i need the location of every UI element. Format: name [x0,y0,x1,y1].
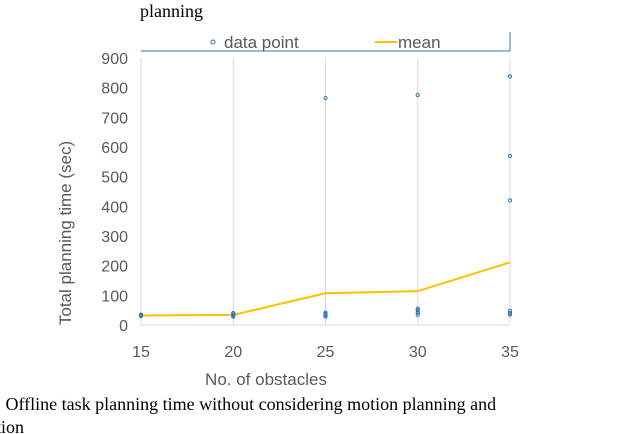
data-point-14 [415,308,420,313]
legend-data-point-label: data point [224,33,299,52]
y-tick-label-900: 900 [101,51,128,68]
data-point-18 [507,311,513,316]
mean-series [140,261,511,317]
x-tick-label-35: 35 [501,344,519,361]
data-point-6 [231,311,236,316]
x-tick-label-30: 30 [409,344,427,361]
y-tick-label-100: 100 [101,288,128,305]
legend: data point mean [141,32,511,52]
data-point-13 [415,310,420,315]
mean-line [140,261,511,317]
y-tick-label-400: 400 [101,199,128,216]
x-tick-label-20: 20 [224,344,242,361]
data-point-21 [507,153,513,158]
data-point-12 [415,312,420,317]
data-point-19 [507,308,513,313]
data-point-11 [323,95,328,101]
y-tick-label-200: 200 [101,259,128,276]
data-point-22 [507,74,513,79]
data-point-16 [415,92,420,98]
x-tick-label-25: 25 [317,344,335,361]
y-tick-label-800: 800 [101,81,128,98]
caption-top-fragment: planning [140,1,203,21]
caption-line-1: : Offline task planning time without con… [0,394,496,414]
axes: 0 100 200 300 400 500 600 700 800 900 15 20 25 30 35 [101,51,519,361]
x-tick-label-15: 15 [132,344,150,361]
caption-line-2: tion [0,417,24,434]
y-tick-label-0: 0 [119,318,128,335]
legend-mean-label: mean [398,33,441,52]
data-point-10 [323,310,328,315]
data-point-9 [323,311,328,317]
data-point-5 [231,312,236,317]
data-point-17 [507,312,513,317]
y-tick-label-500: 500 [101,170,128,187]
data-point-15 [415,306,420,311]
y-tick-label-600: 600 [101,140,128,157]
y-axis-title: Total planning time (sec) [56,141,75,325]
y-tick-label-700: 700 [101,110,128,127]
data-point-7 [323,314,328,319]
data-point-20 [507,198,513,203]
x-axis-title: No. of obstacles [205,370,327,389]
data-point-2 [138,312,144,317]
legend-data-point-marker [210,39,216,45]
grid [232,58,511,325]
y-tick-label-300: 300 [101,229,128,246]
data-point-series [138,74,513,319]
